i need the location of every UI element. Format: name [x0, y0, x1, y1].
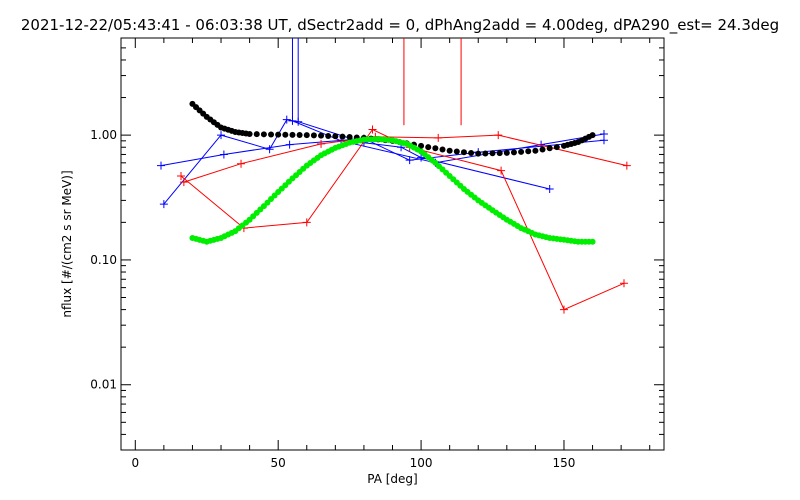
data-point-dot — [346, 134, 353, 141]
data-point-marker — [159, 200, 168, 209]
data-point-dot — [439, 146, 446, 153]
data-point-marker — [179, 178, 188, 187]
data-point-dot — [246, 131, 253, 138]
y-tick-label: 1.00 — [90, 128, 117, 142]
data-point-marker — [434, 133, 443, 142]
data-point-marker — [405, 156, 414, 165]
data-point-dot — [518, 148, 525, 155]
data-point-dot — [546, 145, 553, 152]
data-point-marker — [157, 161, 166, 170]
data-point-dot — [303, 132, 310, 139]
y-tick-label: 0.10 — [90, 253, 117, 267]
x-tick-label: 150 — [553, 456, 576, 470]
data-point-dot — [275, 131, 282, 138]
x-tick-label: 50 — [271, 456, 286, 470]
y-axis-label: nflux [#/(cm2 s sr MeV)] — [60, 170, 74, 317]
data-point-dot — [468, 149, 475, 156]
data-point-dot — [589, 238, 596, 245]
data-point-marker — [619, 279, 628, 288]
data-point-dot — [553, 144, 560, 151]
data-point-dot — [503, 149, 510, 156]
data-point-dot — [510, 149, 517, 156]
data-point-marker — [494, 131, 503, 140]
data-point-marker — [177, 172, 186, 181]
data-point-dot — [296, 131, 303, 138]
data-point-marker — [282, 115, 291, 124]
data-point-marker — [417, 153, 426, 162]
axis-ticks: 0 50 100 150 0.01 0.10 1.00 — [90, 37, 664, 470]
series-3 — [177, 125, 628, 314]
series-7 — [189, 100, 596, 157]
data-point-marker — [285, 140, 294, 149]
data-point-marker — [302, 218, 311, 227]
chart-title: 2021-12-22/05:43:41 - 06:03:38 UT, dSect… — [20, 16, 780, 34]
x-tick-label: 0 — [131, 456, 139, 470]
data-point-marker — [599, 130, 608, 139]
data-point-dot — [453, 148, 460, 155]
data-point-marker — [237, 159, 246, 168]
data-point-dot — [489, 150, 496, 157]
series-6 — [403, 38, 462, 126]
y-tick-label: 0.01 — [90, 378, 117, 392]
data-point-dot — [332, 133, 339, 140]
data-point-marker — [217, 131, 226, 140]
data-point-dot — [525, 148, 532, 155]
data-point-dot — [425, 144, 432, 151]
data-point-dot — [318, 132, 325, 139]
data-point-dot — [589, 132, 596, 139]
data-point-dot — [475, 150, 482, 157]
data-point-marker — [497, 166, 506, 175]
data-point-marker — [368, 125, 377, 134]
data-point-dot — [482, 150, 489, 157]
x-tick-label: 100 — [410, 456, 433, 470]
data-point-dot — [496, 150, 503, 157]
data-point-dot — [418, 142, 425, 149]
data-point-dot — [460, 149, 467, 156]
x-axis-label: PA [deg] — [367, 472, 417, 486]
data-point-marker — [622, 161, 631, 170]
data-point-marker — [559, 305, 568, 314]
data-point-dot — [339, 133, 346, 140]
data-point-dot — [282, 131, 289, 138]
data-point-marker — [219, 150, 228, 159]
data-point-dot — [539, 146, 546, 153]
data-point-dot — [289, 131, 296, 138]
series-8 — [189, 136, 596, 245]
series-line — [163, 119, 550, 205]
data-point-dot — [325, 132, 332, 139]
data-point-marker — [545, 185, 554, 194]
data-series — [157, 38, 631, 314]
data-point-dot — [432, 145, 439, 152]
series-5 — [291, 38, 299, 122]
data-point-dot — [260, 131, 267, 138]
data-point-dot — [310, 132, 317, 139]
data-point-dot — [532, 147, 539, 154]
data-point-marker — [265, 145, 274, 154]
data-point-dot — [253, 131, 260, 138]
data-point-dot — [446, 147, 453, 154]
data-point-dot — [268, 131, 275, 138]
data-point-marker — [317, 139, 326, 148]
